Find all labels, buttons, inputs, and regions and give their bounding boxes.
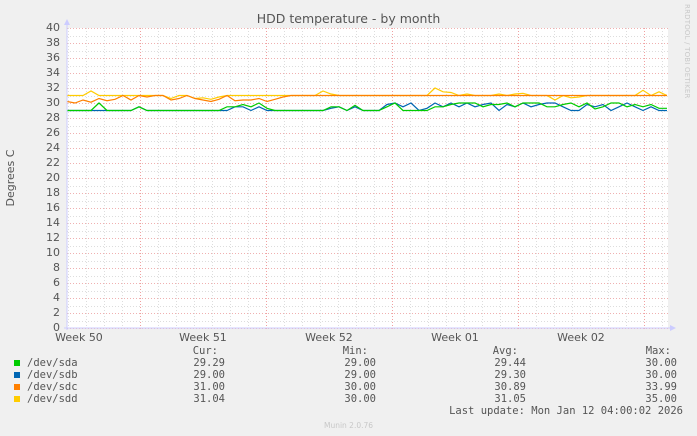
y-tick-label: 36 <box>46 51 60 64</box>
legend-row-sdd: /dev/sdd 31.04 30.00 31.05 35.00 <box>0 393 697 405</box>
y-tick-label: 40 <box>46 21 60 34</box>
max-value: 33.99 <box>645 381 677 393</box>
legend-name: /dev/sda <box>27 357 78 369</box>
sdd-color-swatch <box>14 396 20 402</box>
min-value: 29.00 <box>344 357 376 369</box>
x-tick-label: Week 50 <box>55 331 103 344</box>
min-value: 29.00 <box>344 369 376 381</box>
y-tick-label: 16 <box>46 201 60 214</box>
sdb-color-swatch <box>14 372 20 378</box>
y-tick-label: 22 <box>46 156 60 169</box>
legend-name: /dev/sdb <box>27 369 78 381</box>
cur-value: 29.00 <box>193 369 225 381</box>
y-tick-label: 30 <box>46 96 60 109</box>
min-value: 30.00 <box>344 393 376 405</box>
series-line-sda <box>67 102 667 112</box>
cur-value: 31.00 <box>193 381 225 393</box>
header-cur: Cur: <box>192 345 218 357</box>
y-tick-label: 0 <box>53 321 60 334</box>
munin-version: Munin 2.0.76 <box>323 421 374 430</box>
legend-header: Cur: Min: Avg: Max: <box>0 345 697 357</box>
legend-row-sdb: /dev/sdb 29.00 29.00 29.30 30.00 <box>0 369 697 381</box>
y-axis-arrow-icon <box>64 19 70 25</box>
avg-value: 29.30 <box>494 369 526 381</box>
rrdtool-watermark: RRDTOOL / TOBI OETIKER <box>683 4 691 99</box>
y-tick-label: 28 <box>46 111 60 124</box>
y-tick-label: 4 <box>53 291 60 304</box>
avg-value: 29.44 <box>494 357 526 369</box>
x-tick-label: Week 02 <box>557 331 605 344</box>
series-line-sdc <box>66 94 667 104</box>
sda-color-swatch <box>14 360 20 366</box>
chart-title: HDD temperature - by month <box>256 11 441 26</box>
y-tick-label: 38 <box>46 36 60 49</box>
data-lines <box>66 87 668 112</box>
y-tick-label: 18 <box>46 186 60 199</box>
y-tick-label: 12 <box>46 231 60 244</box>
x-tick-label: Week 52 <box>305 331 353 344</box>
y-tick-label: 20 <box>46 171 60 184</box>
y-tick-label: 6 <box>53 276 60 289</box>
y-tick-label: 2 <box>53 306 60 319</box>
y-tick-label: 26 <box>46 126 60 139</box>
legend-row-sda: /dev/sda 29.29 29.00 29.44 30.00 <box>0 357 697 369</box>
cur-value: 29.29 <box>193 357 225 369</box>
y-tick-label: 24 <box>46 141 60 154</box>
max-value: 30.00 <box>645 357 677 369</box>
last-update: Last update: Mon Jan 12 04:00:02 2026 <box>449 405 683 417</box>
avg-value: 31.05 <box>494 393 526 405</box>
y-tick-label: 8 <box>53 261 60 274</box>
y-tick-label: 32 <box>46 81 60 94</box>
min-value: 30.00 <box>344 381 376 393</box>
y-tick-label: 10 <box>46 246 60 259</box>
x-tick-label: Week 01 <box>431 331 479 344</box>
cur-value: 31.04 <box>193 393 225 405</box>
max-value: 35.00 <box>645 393 677 405</box>
y-tick-label: 14 <box>46 216 60 229</box>
y-tick-label: 34 <box>46 66 60 79</box>
header-max: Max: <box>645 345 671 357</box>
avg-value: 30.89 <box>494 381 526 393</box>
header-min: Min: <box>342 345 368 357</box>
x-tick-label: Week 51 <box>179 331 227 344</box>
legend-row-sdc: /dev/sdc 31.00 30.00 30.89 33.99 <box>0 381 697 393</box>
legend-name: /dev/sdd <box>27 393 78 405</box>
header-avg: Avg: <box>492 345 518 357</box>
legend-name: /dev/sdc <box>27 381 78 393</box>
sdc-color-swatch <box>14 384 20 390</box>
x-axis-arrow-icon <box>670 325 676 331</box>
max-value: 30.00 <box>645 369 677 381</box>
